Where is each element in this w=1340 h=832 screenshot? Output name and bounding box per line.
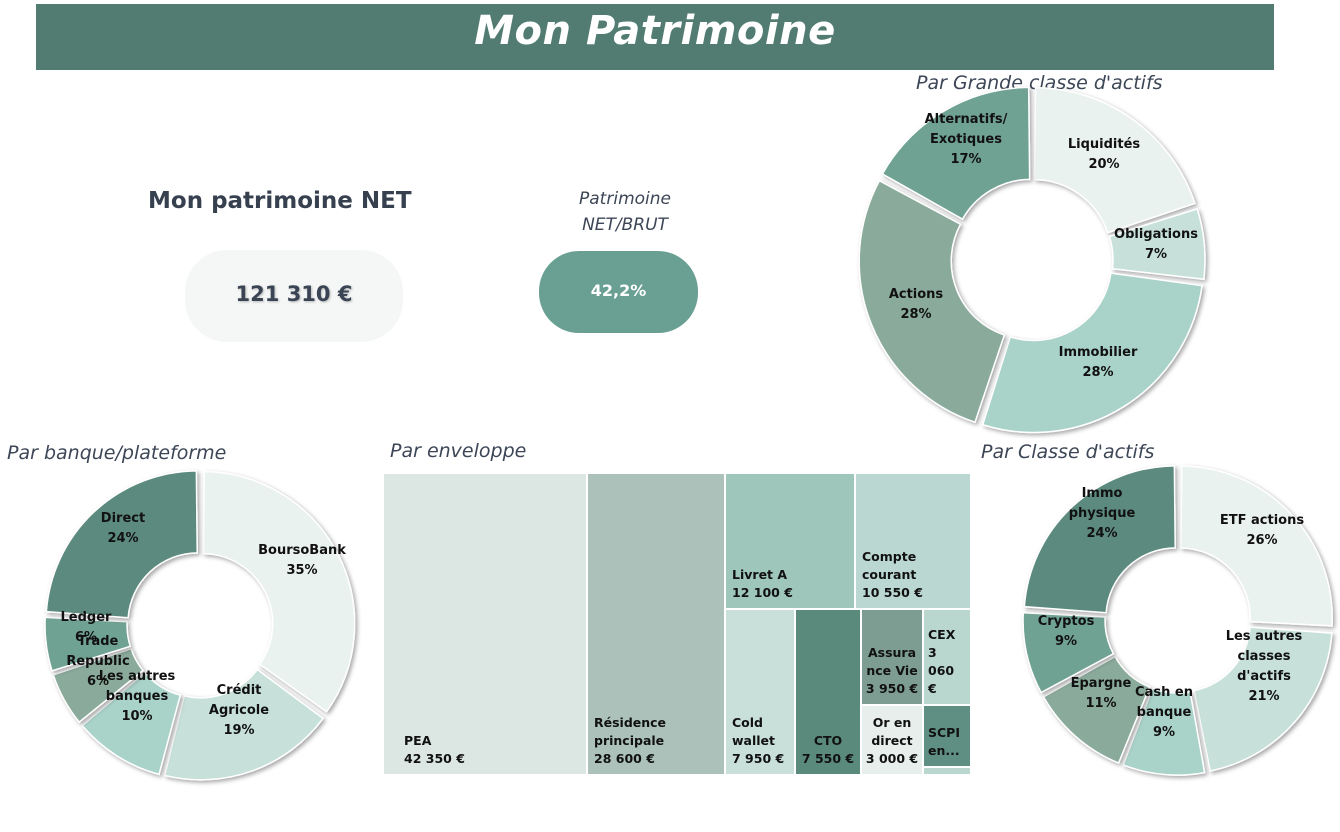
ratio-pill: 42,2% bbox=[539, 251, 698, 333]
donut-slice bbox=[981, 272, 1203, 434]
donut-slice bbox=[1108, 207, 1206, 281]
chart-title-enveloppe: Par enveloppe bbox=[390, 440, 527, 462]
chart-title-grande-classe: Par Grande classe d'actifs bbox=[916, 72, 1163, 94]
donut-slice-label: Cash en bbox=[1135, 685, 1193, 700]
treemap-cell-label: CEX 3 060 € bbox=[928, 627, 956, 696]
donut-slice bbox=[44, 616, 132, 672]
donut-slice-label: Alternatifs/ bbox=[925, 112, 1008, 127]
donut-slice-label: Cryptos bbox=[1038, 614, 1095, 629]
treemap-cell: Compte courant 10 550 € bbox=[856, 474, 970, 608]
treemap-cell-label: CTO 7 550 € bbox=[801, 733, 855, 766]
donut-slice bbox=[45, 470, 198, 619]
donut-slice-label: ETF actions bbox=[1220, 513, 1304, 528]
net-worth-box: 121 310 € bbox=[185, 250, 403, 342]
donut-slice-label: banques bbox=[106, 689, 169, 704]
donut-slice bbox=[1193, 626, 1333, 772]
donut-slice-percent: 7% bbox=[1145, 247, 1167, 262]
donut-slice-percent: 20% bbox=[1088, 157, 1119, 172]
chart-title-banque: Par banque/plateforme bbox=[7, 442, 227, 464]
donut-slice-label: d'actifs bbox=[1237, 669, 1291, 684]
donut-slice bbox=[881, 86, 1031, 221]
chart-title-classe: Par Classe d'actifs bbox=[981, 441, 1155, 463]
treemap-cell: SCPI en... bbox=[924, 706, 970, 766]
donut-slice bbox=[202, 470, 356, 713]
donut-slice-label: Les autres bbox=[99, 669, 176, 684]
treemap-cell-label: Assura nce Vie 3 950 € bbox=[865, 645, 919, 696]
net-worth-label: Mon patrimoine NET bbox=[148, 188, 412, 214]
donut-slice bbox=[163, 668, 325, 781]
donut-slice-label: Direct bbox=[101, 511, 145, 526]
donut-slice-label: Crédit bbox=[217, 683, 262, 698]
donut-slice-label: Obligations bbox=[1114, 227, 1198, 242]
ratio-label: Patrimoine NET/BRUT bbox=[540, 186, 710, 238]
donut-slice-label: physique bbox=[1069, 506, 1136, 521]
donut-slice bbox=[52, 647, 145, 724]
header-banner: Mon Patrimoine bbox=[36, 4, 1274, 70]
donut-slice bbox=[1023, 465, 1176, 614]
donut-slice-percent: 26% bbox=[1246, 533, 1277, 548]
donut-slice-label: classes bbox=[1238, 649, 1291, 664]
treemap-cell: Résidence principale 28 600 € bbox=[588, 474, 724, 774]
net-worth-value: 121 310 € bbox=[235, 282, 353, 306]
donut-slice-percent: 11% bbox=[1085, 696, 1116, 711]
donut-slice-percent: 24% bbox=[1086, 526, 1117, 541]
treemap-cell: CEX 3 060 € bbox=[924, 610, 970, 704]
donut-slice bbox=[1122, 687, 1206, 776]
treemap-cell-label: Compte courant 10 550 € bbox=[862, 549, 923, 600]
donut-slice-label: Immo bbox=[1082, 486, 1123, 501]
donut-slice bbox=[858, 179, 1006, 424]
donut-slice-percent: 35% bbox=[286, 563, 317, 578]
treemap-cell-small bbox=[924, 768, 970, 774]
donut-slice-percent: 19% bbox=[223, 723, 254, 738]
donut-slice bbox=[1042, 655, 1151, 764]
donut-slice-label: Trade bbox=[78, 634, 119, 649]
donut-slice bbox=[1022, 611, 1115, 694]
treemap-cell: Or en direct 3 000 € bbox=[862, 706, 922, 774]
donut-slice bbox=[1033, 86, 1196, 234]
donut-slice-percent: 24% bbox=[107, 531, 138, 546]
treemap-cell-label: Résidence principale 28 600 € bbox=[594, 715, 667, 766]
donut-slice-percent: 6% bbox=[75, 630, 97, 645]
donut-slice-label: Liquidités bbox=[1068, 137, 1141, 152]
donut-slice-label: Ledger bbox=[61, 610, 113, 625]
donut-slice-percent: 9% bbox=[1055, 634, 1077, 649]
donut-slice-label: Epargne bbox=[1071, 676, 1132, 691]
page-title: Mon Patrimoine bbox=[474, 8, 836, 54]
treemap-cell: Cold wallet 7 950 € bbox=[726, 610, 794, 774]
donut-slice-percent: 28% bbox=[900, 307, 931, 322]
donut-slice bbox=[81, 671, 182, 776]
treemap-cell-label: Or en direct 3 000 € bbox=[865, 715, 919, 766]
donut-slice-percent: 17% bbox=[950, 152, 981, 167]
treemap-cell-label: Cold wallet 7 950 € bbox=[732, 715, 785, 766]
donut-slice bbox=[1180, 465, 1333, 627]
treemap-cell-label: PEA 42 350 € bbox=[404, 733, 465, 766]
treemap-cell: CTO 7 550 € bbox=[796, 610, 860, 774]
donut-slice-label: Exotiques bbox=[930, 132, 1002, 147]
donut-slice-label: Les autres bbox=[1226, 629, 1303, 644]
ratio-value: 42,2% bbox=[590, 281, 647, 300]
donut-slice-label: Actions bbox=[889, 287, 944, 302]
donut-slice-label: Immobilier bbox=[1059, 345, 1138, 360]
donut-slice-label: Agricole bbox=[209, 703, 269, 718]
treemap-cell: Assura nce Vie 3 950 € bbox=[862, 610, 922, 704]
donut-slice-percent: 6% bbox=[87, 674, 109, 689]
donut-slice-percent: 21% bbox=[1248, 689, 1279, 704]
treemap-cell-label: SCPI en... bbox=[928, 725, 960, 758]
treemap-enveloppe: PEA 42 350 € Résidence principale 28 600 € Li… bbox=[384, 474, 970, 774]
donut-slice-percent: 28% bbox=[1082, 365, 1113, 380]
donut-slice-percent: 9% bbox=[1153, 725, 1175, 740]
treemap-cell: Livret A 12 100 € bbox=[726, 474, 854, 608]
treemap-cell-label: Livret A 12 100 € bbox=[732, 567, 793, 600]
ratio-label-line2: NET/BRUT bbox=[582, 215, 668, 235]
ratio-label-line1: Patrimoine bbox=[579, 189, 671, 209]
donut-slice-label: Republic bbox=[66, 654, 129, 669]
donut-slice-label: banque bbox=[1137, 705, 1192, 720]
donut-slice-percent: 10% bbox=[121, 709, 152, 724]
donut-slice-label: BoursoBank bbox=[258, 543, 346, 558]
treemap-cell: PEA 42 350 € bbox=[384, 474, 586, 774]
